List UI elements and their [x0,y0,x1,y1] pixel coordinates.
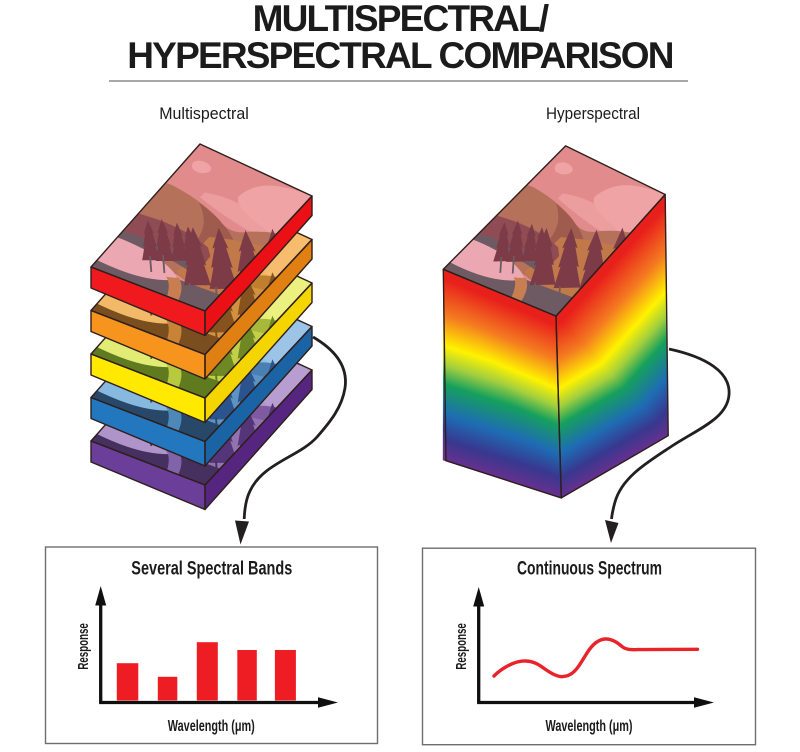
svg-text:Several Spectral Bands: Several Spectral Bands [131,558,292,580]
svg-text:Wavelength (μm): Wavelength (μm) [168,718,255,735]
svg-text:Multispectral: Multispectral [159,105,249,123]
svg-text:Hyperspectral: Hyperspectral [546,105,640,123]
svg-text:HYPERSPECTRAL COMPARISON: HYPERSPECTRAL COMPARISON [127,35,673,76]
svg-text:Wavelength (μm): Wavelength (μm) [546,718,633,735]
svg-text:Response: Response [75,623,92,670]
svg-text:MULTISPECTRAL/: MULTISPECTRAL/ [253,0,549,39]
svg-text:Response: Response [453,623,470,670]
svg-text:Continuous Spectrum: Continuous Spectrum [517,558,662,580]
